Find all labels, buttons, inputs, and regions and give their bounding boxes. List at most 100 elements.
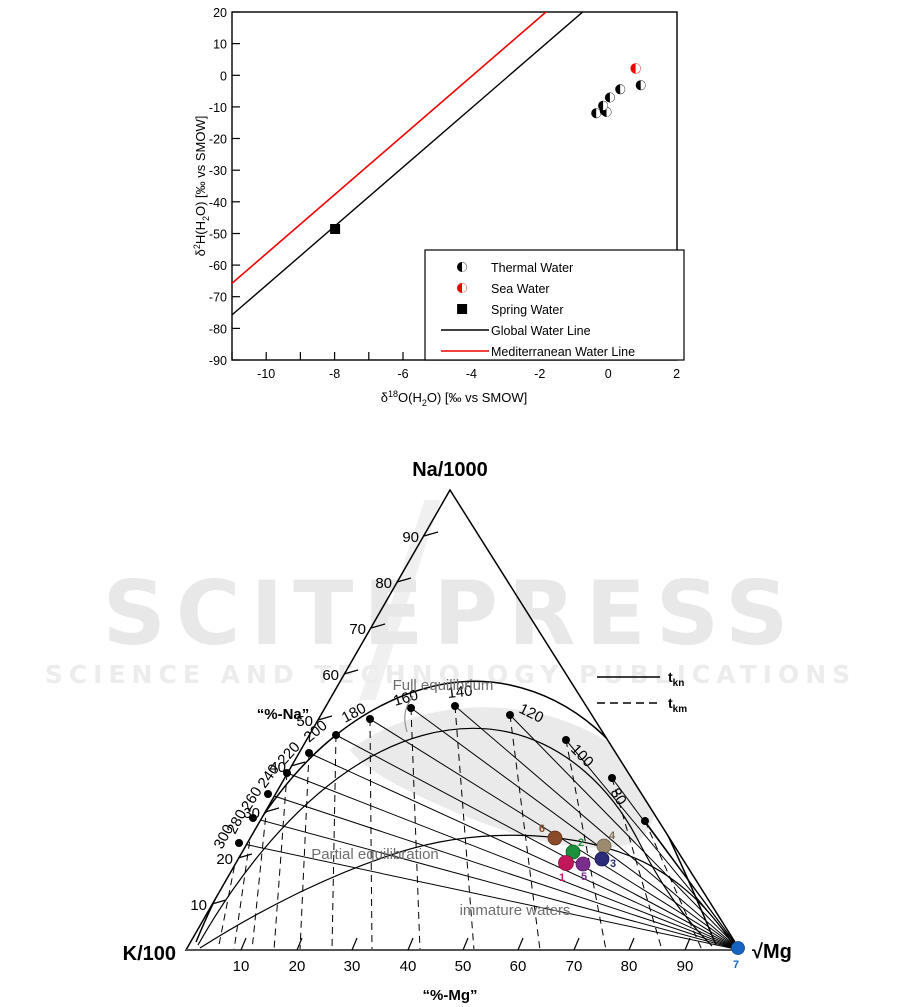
data-point-thermal-water	[604, 92, 615, 103]
legend-tkm-label: tkm	[668, 695, 687, 715]
data-point-thermal-water	[591, 108, 602, 119]
left-axis-tick-labels: 10 20 30 40 50 60 70 80 90	[190, 529, 419, 914]
left-tick-label: 90	[402, 529, 419, 546]
left-tick-label: 50	[296, 713, 313, 730]
sample-point-3	[594, 851, 610, 867]
left-axis-ticks	[211, 531, 439, 905]
x-tick-label: -2	[534, 367, 545, 381]
left-tick-label: 60	[322, 667, 339, 684]
global-water-line	[232, 12, 584, 316]
legend-frame	[424, 249, 685, 361]
legend-marker-spring-water-icon	[457, 304, 468, 314]
y-tick-label: -30	[209, 164, 227, 178]
isotherm-node-dots	[235, 702, 649, 847]
ternary-legend: tkn tkm	[597, 669, 687, 715]
left-tick-label: 30	[243, 805, 260, 822]
bottom-tick-label: 90	[677, 958, 694, 975]
x-tick-label: -4	[466, 367, 477, 381]
x-tick-label: -6	[397, 367, 408, 381]
x-axis-title: δ18O(H2O) [‰ vs SMOW]	[381, 389, 528, 408]
legend-label: Sea Water	[491, 282, 550, 296]
sample-label-4: 4	[609, 830, 616, 842]
partial-equilibrium-curve	[197, 727, 713, 947]
y-tick-label: -40	[209, 196, 227, 210]
data-point-thermal-water	[635, 80, 646, 91]
tkm-isotherm-lines	[217, 705, 703, 950]
left-tick-label: 70	[349, 621, 366, 638]
legend-marker-thermal-water-icon	[456, 261, 468, 273]
region-label-full-equilibrium: Full equilibrium	[393, 677, 494, 694]
bottom-tick-label: 60	[510, 958, 527, 975]
isotope-scatter-chart: 20 10 0 -10 -20 -30 -40 -50 -60 -70 -80 …	[0, 0, 901, 420]
region-label-immature-waters: immature waters	[460, 902, 571, 919]
sample-label-2: 2	[578, 837, 584, 849]
y-tick-label: -90	[209, 354, 227, 368]
sample-label-7: 7	[733, 959, 739, 971]
y-axis: 20 10 0 -10 -20 -30 -40 -50 -60 -70 -80 …	[209, 6, 240, 368]
sample-point-1	[558, 855, 574, 871]
legend-label: Mediterranean Water Line	[491, 345, 635, 359]
y-tick-label: -60	[209, 259, 227, 273]
sample-point-6	[547, 830, 563, 846]
isotherm-label: 80	[607, 785, 630, 808]
giggenbach-ternary-diagram: Na/1000 K/100 √Mg “%-Na” “%-Mg” 10 20 30…	[0, 440, 901, 1007]
ternary-svg: Na/1000 K/100 √Mg “%-Na” “%-Mg” 10 20 30…	[123, 459, 792, 1004]
isotherm-label: 260	[238, 784, 266, 814]
full-equilibrium-curve	[195, 680, 717, 946]
vertex-label-k: K/100	[123, 943, 176, 965]
sample-point-5	[575, 856, 591, 872]
x-tick-label: -10	[257, 367, 275, 381]
bottom-tick-label: 20	[289, 958, 306, 975]
legend-marker-sea-water-icon	[457, 283, 467, 293]
left-tick-label: 10	[190, 897, 207, 914]
data-point-thermal-water	[598, 100, 609, 111]
mediterranean-water-line	[232, 12, 548, 284]
legend-tkn-label: tkn	[668, 669, 684, 689]
isotope-plot-svg: 20 10 0 -10 -20 -30 -40 -50 -60 -70 -80 …	[192, 6, 685, 408]
vertex-label-mg: √Mg	[752, 941, 792, 963]
immature-waters-boundary	[199, 834, 735, 949]
x-tick-label: -8	[329, 367, 340, 381]
legend-label: Spring Water	[491, 303, 563, 317]
y-tick-label: -50	[209, 228, 227, 242]
bottom-tick-label: 30	[344, 958, 361, 975]
vertex-label-na: Na/1000	[412, 459, 488, 481]
data-point-thermal-water	[615, 84, 626, 95]
isotherm-label: 180	[339, 700, 369, 727]
y-tick-label: -10	[209, 101, 227, 115]
full-equilibrium-curve-group	[195, 680, 735, 949]
sample-label-6: 6	[539, 823, 545, 835]
bottom-tick-label: 70	[566, 958, 583, 975]
left-tick-label: 40	[269, 759, 286, 776]
sample-points: 6 4 2 3 5 1 7	[539, 823, 745, 971]
data-point-sea-water	[630, 63, 641, 74]
tkn-isotherm-lines	[238, 705, 740, 950]
x-tick-label: 2	[673, 367, 680, 381]
left-tick-label: 80	[375, 575, 392, 592]
y-tick-label: -80	[209, 322, 227, 336]
chart-legend: Thermal Water Sea Water Spring Water Glo…	[424, 249, 685, 361]
y-tick-label: -20	[209, 133, 227, 147]
bottom-tick-label: 40	[400, 958, 417, 975]
data-point-spring-water	[330, 224, 341, 234]
sample-label-3: 3	[610, 858, 616, 870]
sample-label-5: 5	[581, 871, 587, 883]
bottom-tick-label: 10	[233, 958, 250, 975]
axis-label-na: “%-Na”	[257, 706, 310, 723]
y-axis-title: δ2H(H2O) [‰ vs SMOW]	[192, 116, 211, 257]
isotherm-label: 140	[447, 682, 474, 702]
sample-label-1: 1	[559, 872, 565, 884]
legend-label: Thermal Water	[491, 261, 573, 275]
region-label-partial-equilibration: Partial equilibration	[311, 846, 439, 863]
left-tick-label: 20	[216, 851, 233, 868]
y-tick-label: -70	[209, 291, 227, 305]
full-equilibrium-leader-line	[404, 695, 414, 733]
isotherm-label: 160	[391, 687, 420, 710]
axis-label-mg: “%-Mg”	[423, 987, 478, 1004]
bottom-axis-tick-labels: 10 20 30 40 50 60 70 80 90	[233, 958, 694, 975]
bottom-tick-label: 80	[621, 958, 638, 975]
y-tick-label: 10	[213, 38, 227, 52]
y-tick-label: 20	[213, 6, 227, 20]
x-tick-label: 0	[605, 367, 612, 381]
x-axis: -10 -8 -6 -4 -2 0 2	[231, 352, 680, 381]
